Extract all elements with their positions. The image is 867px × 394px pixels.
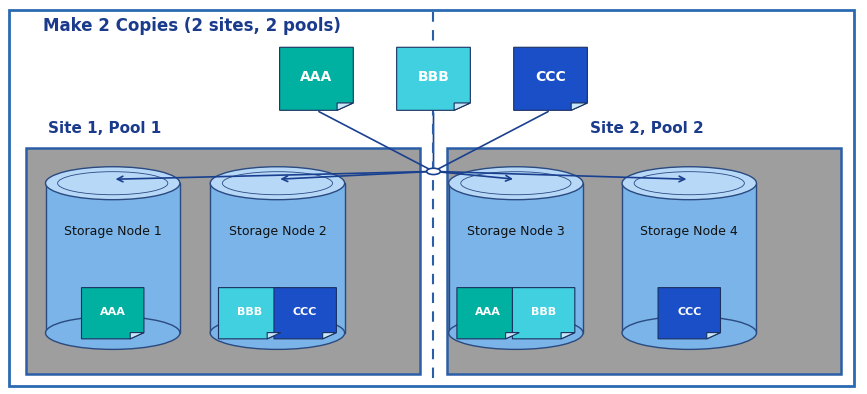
Text: AAA: AAA [300, 70, 333, 84]
Text: BBB: BBB [531, 307, 556, 317]
Ellipse shape [211, 316, 345, 349]
Polygon shape [130, 333, 144, 339]
Text: CCC: CCC [677, 307, 701, 317]
Ellipse shape [45, 316, 180, 349]
Polygon shape [454, 103, 470, 110]
Polygon shape [448, 183, 583, 333]
Text: Site 2, Pool 2: Site 2, Pool 2 [590, 121, 703, 136]
Polygon shape [45, 183, 180, 333]
Text: Make 2 Copies (2 sites, 2 pools): Make 2 Copies (2 sites, 2 pools) [43, 17, 342, 35]
FancyBboxPatch shape [9, 10, 854, 386]
Ellipse shape [448, 316, 583, 349]
Text: AAA: AAA [100, 307, 126, 317]
Ellipse shape [623, 316, 756, 349]
Polygon shape [218, 288, 281, 339]
FancyBboxPatch shape [447, 148, 841, 374]
Ellipse shape [45, 167, 180, 200]
Ellipse shape [623, 167, 756, 200]
Text: Site 1, Pool 1: Site 1, Pool 1 [48, 121, 161, 136]
Polygon shape [707, 333, 720, 339]
Polygon shape [267, 333, 281, 339]
Text: CCC: CCC [535, 70, 566, 84]
Polygon shape [210, 183, 345, 333]
Polygon shape [658, 288, 720, 339]
FancyBboxPatch shape [26, 148, 420, 374]
Polygon shape [396, 47, 470, 110]
Polygon shape [561, 333, 575, 339]
Ellipse shape [211, 167, 345, 200]
Polygon shape [623, 183, 756, 333]
Polygon shape [571, 103, 588, 110]
Text: BBB: BBB [418, 70, 449, 84]
Ellipse shape [448, 167, 583, 200]
Polygon shape [513, 47, 588, 110]
Polygon shape [337, 103, 354, 110]
Text: Storage Node 1: Storage Node 1 [64, 225, 161, 238]
Polygon shape [457, 288, 519, 339]
Text: Storage Node 2: Storage Node 2 [229, 225, 326, 238]
Polygon shape [512, 288, 575, 339]
Polygon shape [279, 47, 354, 110]
Text: AAA: AAA [475, 307, 501, 317]
Text: Storage Node 3: Storage Node 3 [467, 225, 564, 238]
Polygon shape [81, 288, 144, 339]
Polygon shape [505, 333, 519, 339]
Polygon shape [323, 333, 336, 339]
Text: BBB: BBB [238, 307, 262, 317]
Polygon shape [274, 288, 336, 339]
Circle shape [427, 168, 440, 175]
Text: Storage Node 4: Storage Node 4 [641, 225, 738, 238]
Text: CCC: CCC [293, 307, 317, 317]
